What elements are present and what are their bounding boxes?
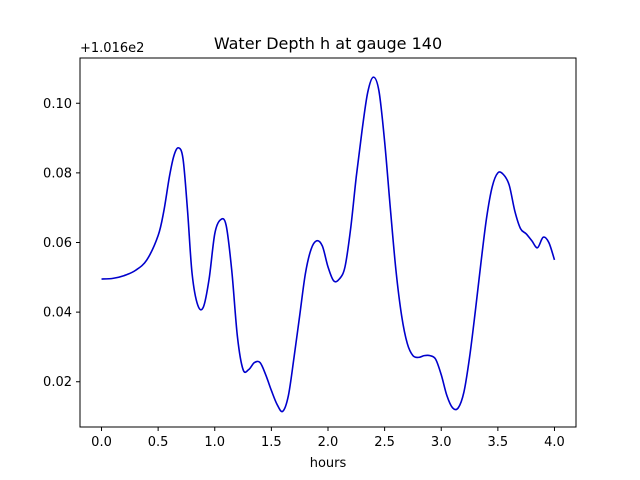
series-layer (101, 76, 556, 413)
x-tick-label: 3.5 (488, 435, 509, 450)
x-axis-ticks: 0.0 0.5 1.0 1.5 2.0 2.5 3.0 3.5 4.0 (91, 427, 565, 450)
y-axis-ticks: 0.02 0.04 0.06 0.08 0.10 (43, 97, 80, 390)
chart-title: Water Depth h at gauge 140 (214, 34, 442, 53)
x-tick-label: 0.5 (148, 435, 169, 450)
y-tick-label: 0.06 (43, 236, 72, 251)
x-axis-label: hours (310, 456, 347, 471)
plot-frame (79, 57, 577, 428)
y-tick-label: 0.02 (43, 375, 72, 390)
x-tick-label: 0.0 (91, 435, 112, 450)
series-line (101, 76, 556, 413)
x-tick-label: 2.0 (318, 435, 339, 450)
y-tick-label: 0.04 (43, 306, 72, 321)
x-tick-label: 4.0 (544, 435, 565, 450)
y-tick-label: 0.10 (43, 97, 72, 112)
x-tick-label: 1.0 (204, 435, 225, 450)
y-tick-label: 0.08 (43, 166, 72, 181)
x-tick-label: 2.5 (374, 435, 395, 450)
x-tick-label: 1.5 (261, 435, 282, 450)
x-tick-label: 3.0 (431, 435, 452, 450)
y-offset-label: +1.016e2 (80, 41, 144, 56)
